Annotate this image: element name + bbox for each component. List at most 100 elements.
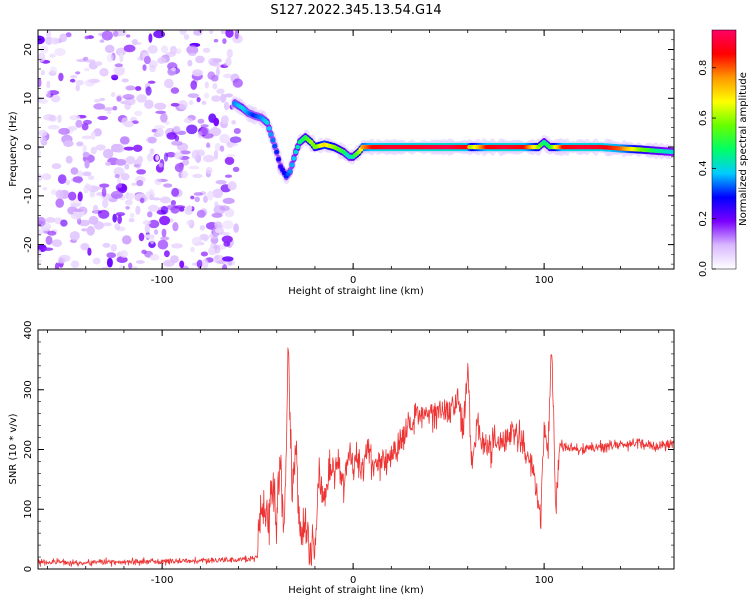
noise-blob — [179, 30, 188, 35]
noise-blob — [142, 64, 147, 71]
noise-blob — [38, 173, 43, 182]
colorbar-tick-label: 0.0 — [698, 261, 709, 277]
noise-blob — [51, 239, 63, 248]
noise-blob — [209, 127, 222, 137]
noise-blob — [214, 221, 223, 229]
noise-blob — [147, 136, 157, 144]
noise-blob — [233, 128, 241, 134]
noise-blob — [187, 93, 199, 98]
noise-blob — [144, 191, 156, 200]
noise-blob — [84, 68, 90, 72]
noise-blob — [200, 127, 210, 136]
noise-blob — [179, 260, 185, 269]
noise-blob — [165, 151, 176, 158]
noise-blob — [123, 44, 136, 53]
noise-blob — [73, 208, 84, 213]
noise-blob — [159, 215, 171, 226]
noise-blob — [38, 77, 42, 88]
noise-blob — [134, 110, 143, 117]
noise-blob — [131, 120, 139, 124]
noise-blob — [229, 136, 242, 143]
noise-blob — [83, 119, 92, 125]
noise-blob — [123, 121, 134, 128]
noise-blob — [202, 47, 211, 53]
noise-blob — [129, 212, 135, 218]
noise-blob — [125, 155, 136, 165]
noise-blob — [141, 249, 147, 254]
noise-blob — [84, 35, 90, 40]
noise-blob — [155, 154, 160, 161]
noise-blob — [191, 236, 202, 247]
noise-blob — [41, 173, 52, 181]
noise-blob — [215, 67, 220, 77]
noise-blob — [221, 115, 229, 124]
noise-blob — [45, 90, 51, 98]
noise-blob — [65, 32, 72, 38]
noise-blob — [115, 47, 126, 56]
noise-blob — [57, 114, 62, 124]
noise-blob — [54, 262, 60, 269]
noise-blob — [221, 235, 233, 244]
heatmap-y-tick-label: -10 — [23, 188, 34, 204]
noise-blob — [115, 159, 127, 166]
noise-blob — [163, 152, 169, 162]
noise-blob — [84, 59, 96, 63]
colorbar-label: Normalized spectral amplitude — [738, 72, 749, 226]
noise-blob — [84, 159, 90, 169]
noise-blob — [86, 184, 93, 190]
noise-blob — [55, 189, 64, 199]
noise-blob — [172, 125, 181, 133]
noise-blob — [45, 30, 52, 38]
noise-blob — [224, 156, 235, 165]
noise-blob — [170, 200, 176, 206]
noise-blob — [93, 103, 106, 110]
noise-blob — [58, 72, 64, 82]
noise-blob — [124, 101, 132, 111]
heatmap-x-tick-label: -100 — [151, 275, 174, 286]
noise-blob — [200, 124, 209, 128]
noise-blob — [127, 192, 135, 201]
noise-blob — [152, 197, 161, 201]
noise-blob — [186, 220, 193, 226]
noise-blob — [143, 55, 151, 65]
noise-blob — [68, 125, 78, 131]
noise-blob — [204, 81, 209, 89]
colorbar-tick-label: 0.8 — [698, 60, 709, 76]
noise-blob — [212, 188, 224, 199]
noise-blob — [136, 169, 147, 175]
noise-blob — [147, 45, 158, 54]
ridge-core — [291, 156, 297, 161]
noise-blob — [190, 195, 195, 200]
noise-blob — [70, 260, 80, 269]
noise-blob — [196, 97, 201, 103]
noise-blob — [112, 105, 118, 111]
noise-blob — [222, 197, 235, 204]
noise-blob — [49, 53, 56, 58]
noise-blob — [131, 266, 138, 269]
noise-blob — [183, 117, 193, 124]
noise-blob — [188, 52, 197, 56]
noise-blob — [111, 143, 121, 153]
noise-blob — [60, 219, 68, 227]
noise-blob — [80, 243, 90, 251]
noise-blob — [163, 183, 173, 188]
noise-blob — [158, 162, 163, 168]
noise-blob — [113, 30, 119, 37]
noise-blob — [153, 30, 166, 39]
noise-blob — [76, 141, 84, 147]
noise-blob — [136, 179, 144, 187]
colorbar-tick-label: 0.6 — [698, 110, 709, 126]
noise-blob — [233, 223, 240, 233]
colorbar-ticks: 0.0 0.2 0.4 0.6 0.8 — [698, 60, 716, 277]
noise-blob — [119, 264, 124, 269]
noise-blob — [171, 67, 176, 72]
heatmap-noise-region — [38, 30, 243, 269]
noise-blob — [187, 59, 193, 67]
noise-blob — [213, 117, 220, 127]
noise-blob — [176, 130, 187, 135]
noise-blob — [170, 102, 180, 107]
noise-blob — [154, 229, 159, 235]
noise-blob — [54, 48, 66, 56]
noise-blob — [115, 212, 126, 217]
noise-blob — [114, 223, 120, 231]
